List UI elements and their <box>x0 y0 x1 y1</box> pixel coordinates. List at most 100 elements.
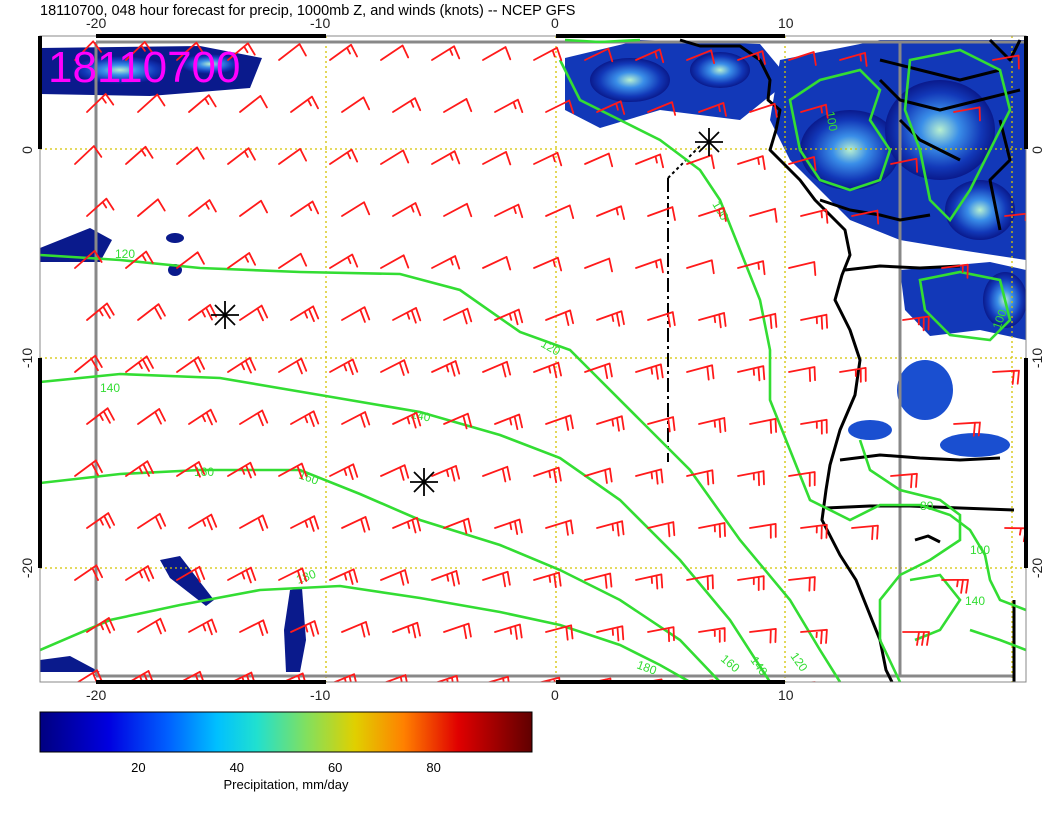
wind-barb <box>278 147 307 165</box>
wind-barb <box>239 199 268 217</box>
wind-barb <box>686 49 716 65</box>
contour-label: 100 <box>990 307 1010 331</box>
wind-barb <box>800 523 828 540</box>
wind-barb <box>698 627 726 643</box>
wind-barb <box>686 574 714 591</box>
wind-barb <box>494 98 524 113</box>
wind-barb <box>941 578 969 594</box>
wind-barb <box>380 149 410 165</box>
wind-barb <box>737 365 766 382</box>
wind-barb <box>494 518 523 535</box>
wind-barb <box>686 364 715 381</box>
wind-barb <box>227 671 257 682</box>
wind-barb <box>482 570 511 588</box>
wind-barb <box>443 622 472 640</box>
wind-barb <box>341 411 371 428</box>
colorbar-caption: Precipitation, mm/day <box>224 777 349 792</box>
wind-barb <box>329 358 359 376</box>
contour-loop <box>903 48 1012 223</box>
wind-barb <box>188 94 217 113</box>
wind-barb <box>584 572 613 589</box>
wind-barb <box>647 311 676 328</box>
right-tick-label: -10 <box>1029 348 1045 368</box>
wind-barb <box>431 675 460 682</box>
wind-barb <box>737 50 766 65</box>
wind-barb <box>341 201 371 217</box>
wind-barb <box>176 356 206 373</box>
wind-barb <box>227 147 256 165</box>
wind-barb <box>698 102 727 117</box>
wind-barb <box>227 461 257 479</box>
wind-barb <box>86 512 116 529</box>
wind-barb <box>137 198 166 217</box>
coast-island <box>914 534 941 544</box>
precip-cell <box>848 420 892 440</box>
wind-barb <box>74 249 103 269</box>
right-tick-label: -20 <box>1029 558 1045 578</box>
wind-barb <box>125 460 155 477</box>
wind-barb <box>545 309 575 326</box>
colorbar-tick-label: 20 <box>131 760 145 775</box>
wind-barb <box>227 356 257 374</box>
wind-barb <box>584 467 613 484</box>
wind-barb <box>392 516 422 534</box>
border-path <box>988 38 1022 62</box>
precip-cell <box>897 360 953 420</box>
wind-barb <box>788 261 817 277</box>
top-tick-label: -20 <box>86 15 106 31</box>
wind-barb <box>86 302 115 321</box>
wind-barb <box>329 568 359 585</box>
wind-barb <box>137 617 167 635</box>
wind-barb <box>443 202 473 218</box>
bottom-tick-label: -10 <box>310 687 330 703</box>
wind-barb <box>239 409 269 427</box>
wind-barb <box>596 625 625 642</box>
wind-barb <box>431 360 461 377</box>
contour-loop <box>918 270 1012 342</box>
wind-barb <box>839 51 868 67</box>
wind-barb <box>392 411 422 429</box>
wind-barb <box>341 516 371 533</box>
precip-cell <box>590 58 670 102</box>
precip-cell <box>166 233 184 243</box>
top-tick-label: -10 <box>310 15 330 31</box>
contour-180 <box>40 584 691 682</box>
coastline-path <box>679 38 894 682</box>
border-path <box>988 119 1012 231</box>
wind-barb <box>74 145 103 165</box>
contour-label: 180 <box>294 567 318 587</box>
wind-barb <box>890 157 919 173</box>
section-line-path <box>667 145 701 179</box>
contour-loop <box>564 38 641 44</box>
contour-140 <box>40 372 772 682</box>
wind-barb <box>596 310 625 327</box>
precip-cell <box>885 80 995 180</box>
height-contours <box>40 38 1026 682</box>
wind-barb <box>533 256 563 272</box>
left-tick-label: -20 <box>19 558 35 578</box>
colorbar-ticks: 20 40 60 80 <box>131 760 441 775</box>
wind-barb <box>431 255 461 270</box>
wind-barb <box>635 258 664 274</box>
wind-barb <box>380 359 410 376</box>
wind-barb <box>635 48 665 64</box>
contour-label: 140 <box>100 381 120 395</box>
contour-loop <box>969 628 1026 652</box>
wind-barb <box>584 152 614 168</box>
wind-barb <box>800 103 829 119</box>
wind-barb <box>329 43 358 61</box>
contour-100 <box>558 59 1026 612</box>
wind-barb <box>596 415 625 432</box>
wind-barb <box>380 44 410 61</box>
wind-barb <box>545 519 574 536</box>
wind-barb <box>86 92 115 113</box>
wind-barb <box>137 512 167 530</box>
wind-barb <box>227 42 256 61</box>
wind-barb <box>392 97 422 113</box>
colorbar-tick-label: 60 <box>328 760 342 775</box>
bottom-tick-label: 10 <box>778 687 794 703</box>
wind-barb <box>227 252 257 269</box>
precip-cell <box>690 52 750 88</box>
wind-barb <box>545 414 574 431</box>
wind-barb <box>596 520 625 537</box>
